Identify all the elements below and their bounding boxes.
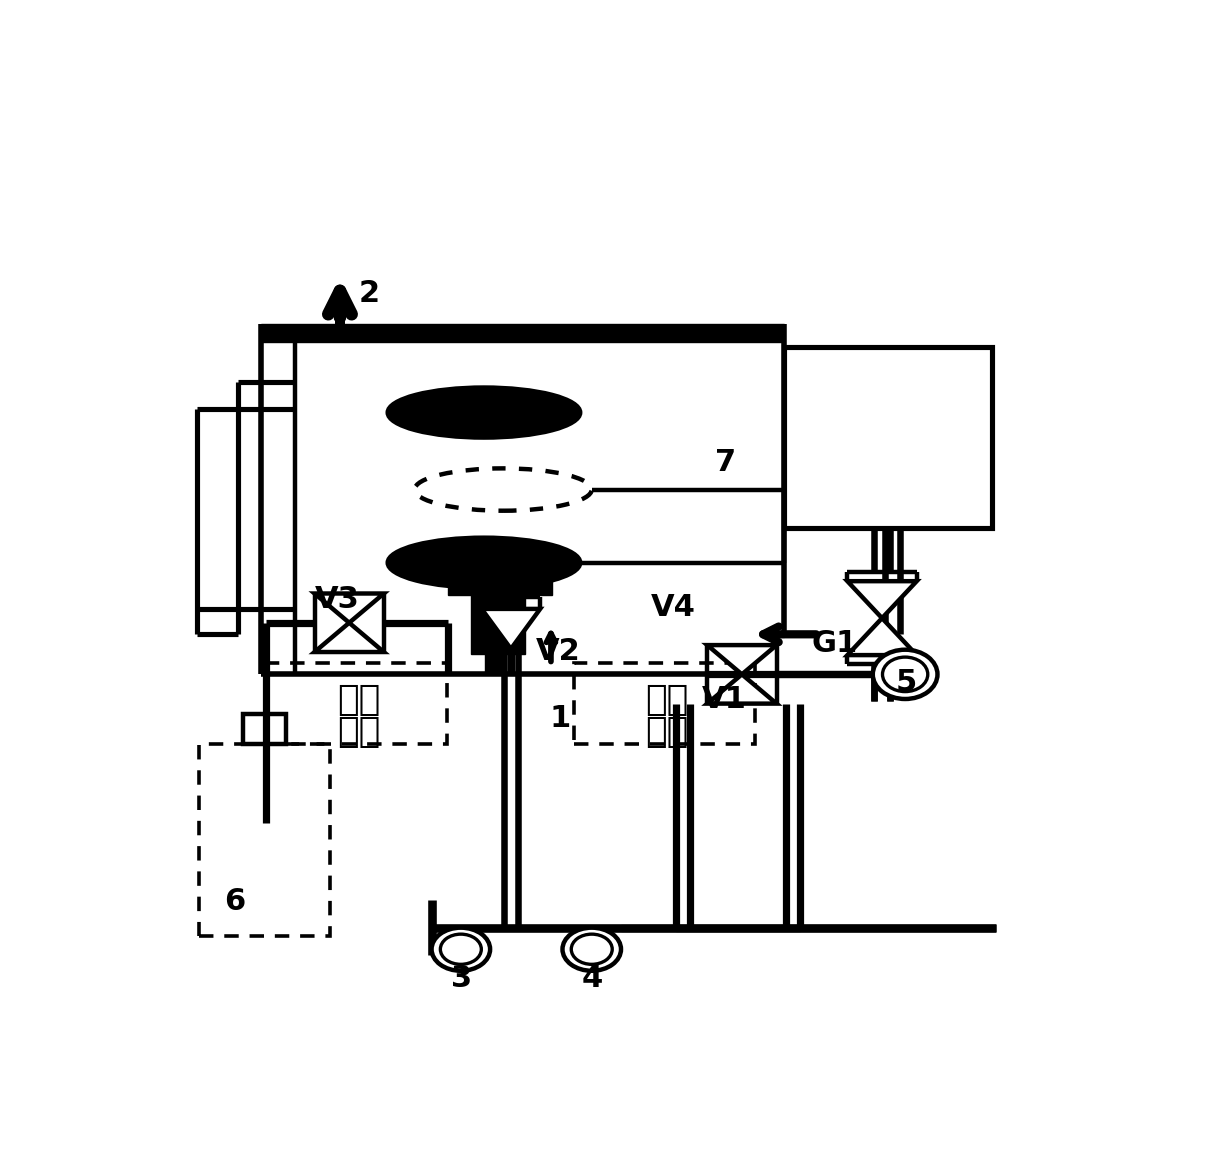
Bar bbox=[447, 580, 552, 595]
Bar bbox=[574, 662, 755, 744]
Text: V1: V1 bbox=[702, 686, 747, 715]
Ellipse shape bbox=[571, 934, 612, 964]
Text: 3: 3 bbox=[451, 964, 472, 993]
Text: 2: 2 bbox=[359, 278, 380, 307]
Text: V3: V3 bbox=[315, 585, 359, 614]
Bar bbox=[243, 715, 285, 744]
Ellipse shape bbox=[387, 538, 580, 588]
Polygon shape bbox=[315, 594, 383, 623]
Polygon shape bbox=[707, 674, 777, 704]
Bar bbox=[471, 595, 525, 653]
Ellipse shape bbox=[873, 650, 938, 699]
Text: 7: 7 bbox=[715, 448, 736, 477]
Text: 电源: 电源 bbox=[645, 715, 688, 749]
Polygon shape bbox=[847, 581, 917, 618]
Text: 电源: 电源 bbox=[337, 715, 380, 749]
Text: 5: 5 bbox=[896, 667, 917, 696]
Text: V4: V4 bbox=[651, 593, 696, 622]
Ellipse shape bbox=[882, 657, 928, 691]
Ellipse shape bbox=[387, 387, 580, 437]
Text: V2: V2 bbox=[536, 637, 580, 666]
Polygon shape bbox=[847, 618, 917, 655]
Ellipse shape bbox=[431, 928, 490, 971]
Bar bbox=[784, 347, 992, 528]
Bar bbox=[485, 647, 505, 674]
Polygon shape bbox=[315, 623, 383, 652]
Ellipse shape bbox=[440, 934, 482, 964]
Polygon shape bbox=[707, 645, 777, 674]
Text: G1: G1 bbox=[811, 629, 858, 658]
Polygon shape bbox=[482, 609, 541, 648]
Text: 4: 4 bbox=[581, 964, 603, 993]
Text: 6: 6 bbox=[225, 887, 246, 916]
Text: 射频: 射频 bbox=[337, 683, 380, 717]
Ellipse shape bbox=[563, 928, 621, 971]
Text: 加热: 加热 bbox=[645, 683, 688, 717]
Bar bbox=[261, 324, 784, 342]
Bar bbox=[265, 662, 447, 744]
Bar bbox=[199, 744, 329, 936]
Text: 1: 1 bbox=[549, 704, 570, 733]
